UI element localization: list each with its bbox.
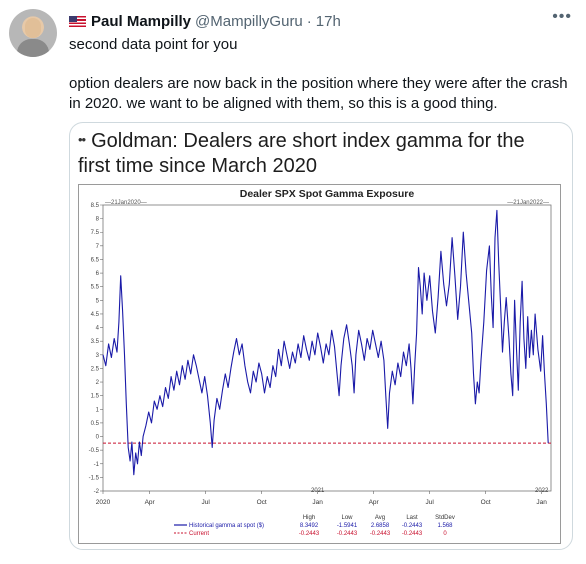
stats-header: StdDev: [435, 515, 455, 521]
legend-label: Current: [189, 531, 209, 537]
stats-value: -0.2443: [299, 531, 320, 537]
media-headline: •• Goldman: Dealers are short index gamma…: [78, 127, 558, 179]
y-tick-label: 0: [96, 435, 100, 441]
separator-dot: ·: [306, 12, 312, 30]
y-tick-label: -1: [94, 462, 100, 468]
stats-value: -1.5941: [337, 523, 358, 529]
stats-value: -0.2443: [402, 531, 423, 537]
y-tick-label: 2: [96, 380, 100, 386]
y-tick-label: -1.5: [89, 475, 100, 481]
x-tick-label: Oct: [481, 499, 491, 506]
y-tick-label: 4: [96, 326, 100, 332]
author-handle[interactable]: @MampillyGuru: [195, 12, 303, 30]
y-tick-label: 7.5: [91, 230, 100, 236]
chart-title: Dealer SPX Spot Gamma Exposure: [240, 188, 415, 200]
author-avatar[interactable]: [9, 9, 57, 57]
tweet-header: Paul Mampilly @MampillyGuru · 17h: [69, 11, 341, 31]
y-tick-label: 1: [96, 407, 100, 413]
stats-value: 0: [443, 531, 447, 537]
gamma-chart-svg: Dealer SPX Spot Gamma Exposure —21Jan2020…: [89, 188, 552, 537]
range-label-right: —21Jan2022—: [507, 200, 549, 206]
y-tick-label: -0.5: [89, 448, 100, 454]
tweet-text-body: option dealers are now back in the posit…: [69, 75, 568, 112]
y-tick-label: 0.5: [91, 421, 100, 427]
y-tick-label: 2.5: [91, 366, 100, 372]
x-tick-year-label: 2022: [535, 488, 549, 494]
avatar-shirt: [17, 39, 49, 57]
tweet-timestamp[interactable]: 17h: [315, 12, 341, 30]
stats-value: -0.2443: [370, 531, 391, 537]
x-tick-year-label: 2021: [311, 488, 325, 494]
legend-label: Historical gamma at spot ($): [189, 523, 264, 529]
y-tick-label: 6: [96, 271, 100, 277]
author-name[interactable]: Paul Mampilly: [91, 12, 192, 30]
stats-value: 8.3492: [300, 523, 319, 529]
tweet-media-image[interactable]: •• Goldman: Dealers are short index gamma…: [69, 122, 573, 550]
gamma-chart: Dealer SPX Spot Gamma Exposure —21Jan2020…: [78, 184, 561, 544]
x-tick-label: Jan: [536, 499, 547, 506]
y-tick-label: 5: [96, 298, 100, 304]
stats-value: 2.6858: [371, 523, 390, 529]
y-tick-label: 3: [96, 353, 100, 359]
x-tick-label: 2020: [96, 499, 111, 506]
y-tick-label: 8: [96, 217, 100, 223]
y-tick-label: 5.5: [91, 285, 100, 291]
stats-header: Last: [406, 515, 418, 521]
stats-value: 1.568: [437, 523, 453, 529]
historical-gamma-line: [102, 209, 549, 476]
y-tick-label: 8.5: [91, 203, 100, 209]
stats-header: Low: [341, 515, 353, 521]
stats-value: -0.2443: [402, 523, 423, 529]
y-tick-label: 7: [96, 244, 100, 250]
x-tick-label: Jul: [202, 499, 211, 506]
x-tick-label: Apr: [145, 499, 156, 506]
stats-header: High: [303, 515, 315, 521]
us-flag-icon: [69, 15, 86, 27]
y-tick-label: -2: [94, 489, 100, 495]
y-tick-label: 6.5: [91, 257, 100, 263]
stats-header: Avg: [375, 515, 385, 521]
x-tick-label: Jan: [312, 499, 323, 506]
y-tick-label: 4.5: [91, 312, 100, 318]
avatar-head: [25, 18, 41, 38]
range-label-left: —21Jan2020—: [105, 200, 147, 206]
y-tick-label: 3.5: [91, 339, 100, 345]
y-tick-label: 1.5: [91, 394, 100, 400]
media-headline-text: Goldman: Dealers are short index gamma f…: [78, 130, 525, 177]
x-tick-label: Jul: [426, 499, 435, 506]
more-horizontal-icon[interactable]: •••: [552, 8, 572, 25]
eyes-icon: ••: [78, 132, 86, 147]
x-tick-label: Oct: [257, 499, 267, 506]
tweet-text-line1: second data point for you: [69, 36, 238, 53]
x-tick-label: Apr: [369, 499, 380, 506]
stats-value: -0.2443: [337, 531, 358, 537]
